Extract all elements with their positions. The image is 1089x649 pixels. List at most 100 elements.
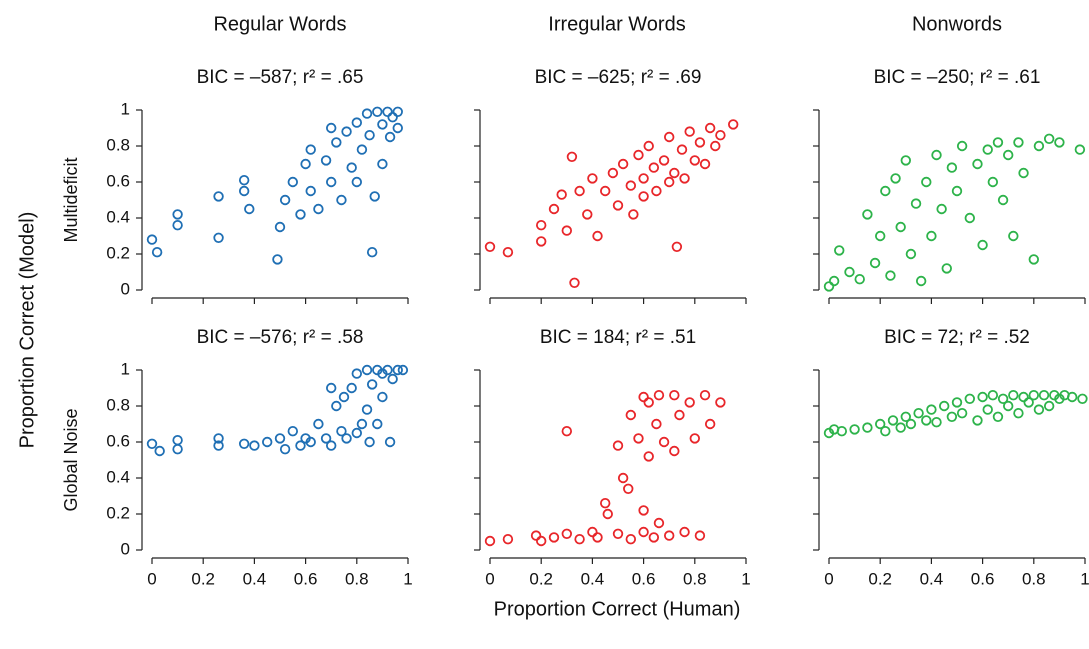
scatter-point xyxy=(346,382,357,394)
scatter-point xyxy=(279,444,291,455)
scatter-point xyxy=(351,117,363,128)
scatter-point xyxy=(326,176,337,188)
scatter-point xyxy=(651,418,662,430)
scatter-point xyxy=(926,230,937,242)
scatter-point xyxy=(880,185,891,197)
y-tick-label: 0.6 xyxy=(106,431,130,450)
scatter-point xyxy=(946,162,958,173)
scatter-point xyxy=(836,426,848,437)
scatter-point xyxy=(295,440,306,451)
scatter-point xyxy=(997,194,1009,206)
scatter-point xyxy=(384,436,396,448)
scatter-point xyxy=(364,129,375,141)
scatter-point xyxy=(921,176,932,188)
scatter-point xyxy=(305,144,316,155)
scatter-point xyxy=(887,415,899,426)
scatter-point xyxy=(1033,140,1045,152)
scatter-point xyxy=(556,189,567,200)
scatter-point xyxy=(536,236,547,247)
y-tick-label: 0.4 xyxy=(106,467,130,486)
x-axis-label: Proportion Correct (Human) xyxy=(494,598,741,620)
scatter-point xyxy=(921,415,932,426)
scatter-point xyxy=(669,445,680,457)
scatter-point xyxy=(213,433,224,444)
scatter-point xyxy=(484,535,496,547)
scatter-point xyxy=(658,436,670,448)
panel-title: BIC = –250; r² = .61 xyxy=(874,67,1041,88)
scatter-point xyxy=(1013,137,1024,148)
scatter-point xyxy=(905,418,917,430)
scatter-point xyxy=(828,275,840,287)
scatter-point xyxy=(1023,397,1034,408)
x-tick-label: 1 xyxy=(1080,569,1089,588)
scatter-point xyxy=(607,167,619,179)
scatter-point xyxy=(592,230,603,242)
scatter-point xyxy=(669,167,680,179)
scatter-point xyxy=(392,364,403,376)
x-tick-label: 0.4 xyxy=(581,569,605,588)
scatter-point xyxy=(964,212,976,224)
scatter-point xyxy=(366,246,378,258)
scatter-point xyxy=(880,426,891,437)
scatter-point xyxy=(643,397,654,408)
scatter-point xyxy=(684,397,695,408)
y-tick-label: 0.6 xyxy=(106,171,130,190)
scatter-point xyxy=(172,435,183,446)
scatter-point xyxy=(951,397,963,408)
scatter-point xyxy=(895,221,906,233)
scatter-point xyxy=(387,373,398,385)
scatter-point xyxy=(587,526,598,538)
scatter-point xyxy=(146,438,158,450)
y-tick-label: 0 xyxy=(121,279,130,298)
scatter-point xyxy=(625,409,637,421)
scatter-point xyxy=(351,427,363,439)
x-tick-label: 0.2 xyxy=(191,569,215,588)
x-tick-label: 0.6 xyxy=(632,569,656,588)
scatter-point xyxy=(834,245,845,256)
scatter-point xyxy=(279,194,291,206)
panel-title: BIC = 72; r² = .52 xyxy=(884,327,1030,348)
scatter-point xyxy=(300,158,311,170)
scatter-point xyxy=(651,185,662,197)
scatter-point xyxy=(638,191,649,202)
scatter-point xyxy=(249,440,260,451)
column-title: Regular Words xyxy=(213,13,346,35)
scatter-point xyxy=(643,451,654,462)
scatter-point xyxy=(536,535,547,547)
scatter-point xyxy=(336,194,347,206)
scatter-point xyxy=(684,126,695,137)
x-tick-label: 0 xyxy=(824,569,833,588)
scatter-point xyxy=(1054,137,1065,148)
scatter-point xyxy=(664,176,675,188)
scatter-point xyxy=(151,246,163,258)
x-tick-label: 0.6 xyxy=(294,569,318,588)
scatter-point xyxy=(1043,400,1055,412)
scatter-point xyxy=(295,209,306,220)
scatter-point xyxy=(154,445,165,457)
scatter-point xyxy=(561,225,573,236)
scatter-point xyxy=(694,530,706,541)
scatter-point xyxy=(689,433,701,444)
y-tick-label: 0.4 xyxy=(106,207,130,226)
scatter-point xyxy=(715,397,726,408)
scatter-point xyxy=(338,391,350,403)
scatter-point xyxy=(633,149,644,161)
scatter-point xyxy=(372,418,383,430)
scatter-point xyxy=(387,111,398,123)
scatter-point xyxy=(377,158,388,170)
scatter-point xyxy=(1008,390,1019,401)
scatter-point xyxy=(346,162,357,173)
scatter-point xyxy=(272,254,283,265)
scatter-point xyxy=(704,122,716,134)
scatter-point xyxy=(885,270,896,281)
scatter-point xyxy=(653,517,665,529)
scatter-point xyxy=(238,174,250,186)
scatter-point xyxy=(287,176,299,188)
scatter-point xyxy=(638,173,649,184)
scatter-point xyxy=(361,108,373,119)
scatter-point xyxy=(951,185,963,197)
scatter-point xyxy=(320,433,332,444)
scatter-point xyxy=(561,426,573,437)
scatter-point xyxy=(336,426,347,437)
scatter-point xyxy=(172,209,183,220)
